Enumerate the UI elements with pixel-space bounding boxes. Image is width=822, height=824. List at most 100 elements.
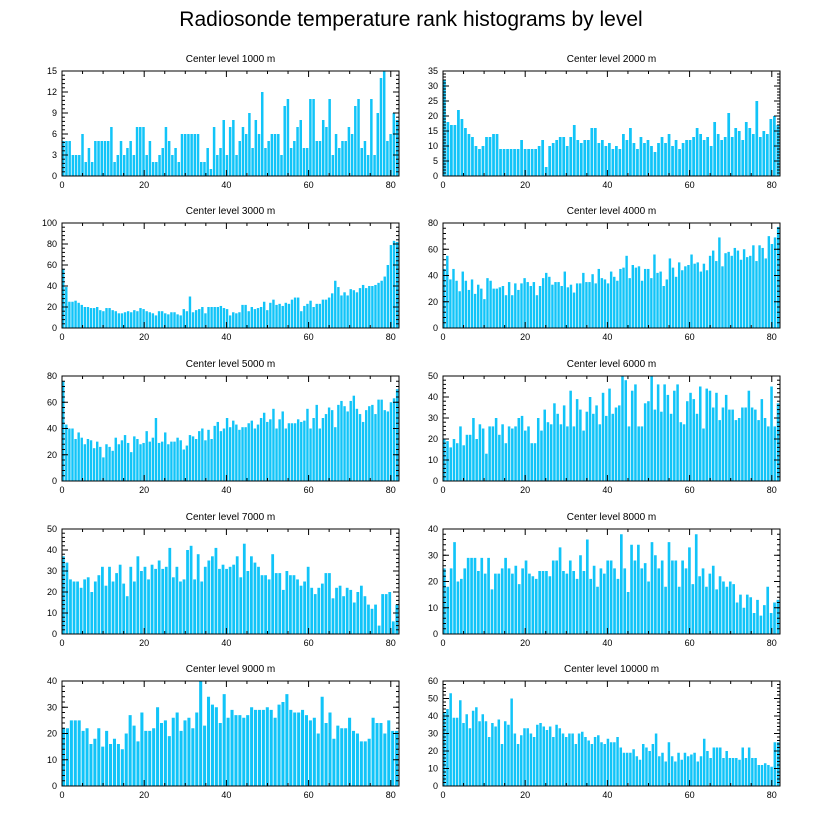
- bar: [648, 751, 651, 786]
- bar: [90, 592, 94, 634]
- x-tick-label: 80: [386, 332, 396, 342]
- bar: [96, 441, 99, 482]
- bar: [498, 434, 501, 481]
- bar: [338, 148, 341, 176]
- bar: [501, 286, 505, 328]
- bar: [349, 589, 353, 634]
- bar: [618, 149, 622, 176]
- bar: [108, 446, 111, 482]
- bar: [738, 759, 741, 786]
- bar: [634, 384, 637, 481]
- bar: [674, 140, 678, 176]
- bar: [460, 119, 464, 176]
- bar: [83, 444, 87, 481]
- bar: [619, 268, 622, 328]
- y-tick-label: 20: [428, 111, 438, 121]
- bar: [133, 436, 136, 482]
- bar: [557, 282, 560, 328]
- bar: [125, 596, 129, 634]
- x-tick-label: 20: [139, 790, 149, 800]
- plot-frame: [61, 70, 400, 177]
- bar: [130, 312, 133, 328]
- bar: [113, 162, 116, 176]
- bar: [218, 723, 222, 786]
- bar: [171, 155, 174, 176]
- bar: [656, 272, 659, 329]
- bar: [682, 424, 686, 481]
- bar: [529, 286, 532, 328]
- bar: [228, 427, 232, 481]
- bar: [725, 586, 729, 634]
- bar: [523, 278, 526, 329]
- bar: [745, 257, 749, 329]
- bar: [640, 280, 644, 328]
- plot-frame: [61, 528, 400, 635]
- bar: [349, 400, 352, 481]
- bar: [455, 443, 459, 481]
- bar: [769, 119, 773, 176]
- bar: [478, 721, 481, 786]
- bar: [542, 726, 545, 786]
- bar: [669, 413, 673, 481]
- bar: [244, 134, 248, 176]
- bar: [609, 271, 613, 328]
- bar: [105, 308, 108, 328]
- bar: [585, 539, 589, 634]
- bar: [708, 390, 712, 481]
- bar: [244, 427, 247, 481]
- bar: [477, 571, 480, 634]
- bar: [524, 430, 527, 481]
- bar: [62, 141, 65, 176]
- bar: [759, 615, 763, 635]
- bar: [537, 146, 541, 176]
- bar: [344, 728, 348, 786]
- bar: [374, 414, 377, 481]
- bar: [216, 307, 219, 328]
- bar: [622, 267, 625, 329]
- bar: [491, 426, 495, 481]
- bar: [536, 724, 539, 786]
- bar: [762, 605, 766, 635]
- bar: [283, 106, 286, 176]
- bar: [723, 137, 727, 176]
- bar: [541, 571, 545, 634]
- bar: [308, 720, 312, 787]
- bar: [597, 268, 600, 328]
- bar: [597, 143, 601, 176]
- bar: [62, 556, 65, 634]
- bar: [579, 555, 582, 634]
- bar: [497, 573, 501, 635]
- bar: [539, 723, 542, 786]
- bar: [265, 707, 269, 786]
- bar: [613, 276, 616, 328]
- y-tick-label: 10: [47, 608, 57, 618]
- bar: [235, 313, 238, 328]
- bar: [722, 758, 725, 786]
- bar: [504, 557, 507, 635]
- bar: [490, 589, 494, 635]
- bar: [620, 534, 623, 634]
- bar: [524, 560, 528, 634]
- bar: [232, 120, 235, 176]
- bar: [69, 579, 72, 634]
- bar: [459, 426, 462, 481]
- bar: [677, 752, 680, 786]
- bar: [203, 566, 207, 634]
- bar: [187, 717, 191, 786]
- bar: [468, 728, 472, 786]
- bar: [608, 388, 611, 481]
- x-tick-label: 20: [139, 180, 149, 190]
- panel-title: Center level 10000 m: [564, 664, 659, 675]
- bar: [514, 426, 517, 481]
- bar: [65, 728, 69, 786]
- y-tick-label: 3: [52, 150, 57, 160]
- bar: [660, 560, 664, 634]
- bar: [62, 381, 65, 481]
- bar: [232, 420, 235, 482]
- bar: [480, 557, 484, 635]
- bar: [391, 621, 395, 634]
- bar: [206, 148, 209, 176]
- bar: [92, 448, 96, 481]
- x-tick-label: 40: [221, 332, 231, 342]
- bar: [161, 568, 165, 634]
